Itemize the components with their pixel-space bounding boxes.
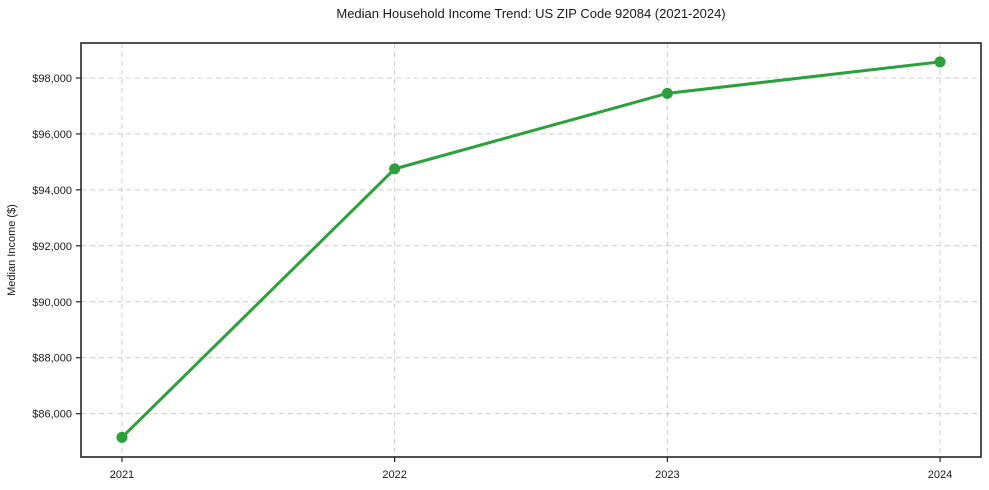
y-tick-label: $94,000 — [32, 185, 72, 197]
data-point-2024 — [934, 56, 946, 68]
data-point-2022 — [389, 163, 401, 175]
x-tick-label: 2024 — [928, 469, 952, 481]
y-tick-label: $96,000 — [32, 129, 72, 141]
y-axis-label: Median Income ($) — [6, 204, 18, 296]
y-tick-label: $88,000 — [32, 353, 72, 365]
plot-border — [80, 42, 982, 458]
x-tick-label: 2021 — [110, 469, 134, 481]
x-tick-label: 2023 — [655, 469, 679, 481]
y-tick-label: $86,000 — [32, 409, 72, 421]
y-tick-label: $92,000 — [32, 241, 72, 253]
data-point-2023 — [661, 87, 673, 99]
x-tick-label: 2022 — [382, 469, 406, 481]
chart-title: Median Household Income Trend: US ZIP Co… — [336, 6, 726, 21]
y-tick-label: $98,000 — [32, 73, 72, 85]
data-point-2021 — [116, 431, 128, 443]
y-tick-label: $90,000 — [32, 297, 72, 309]
trend-line — [120, 60, 942, 439]
